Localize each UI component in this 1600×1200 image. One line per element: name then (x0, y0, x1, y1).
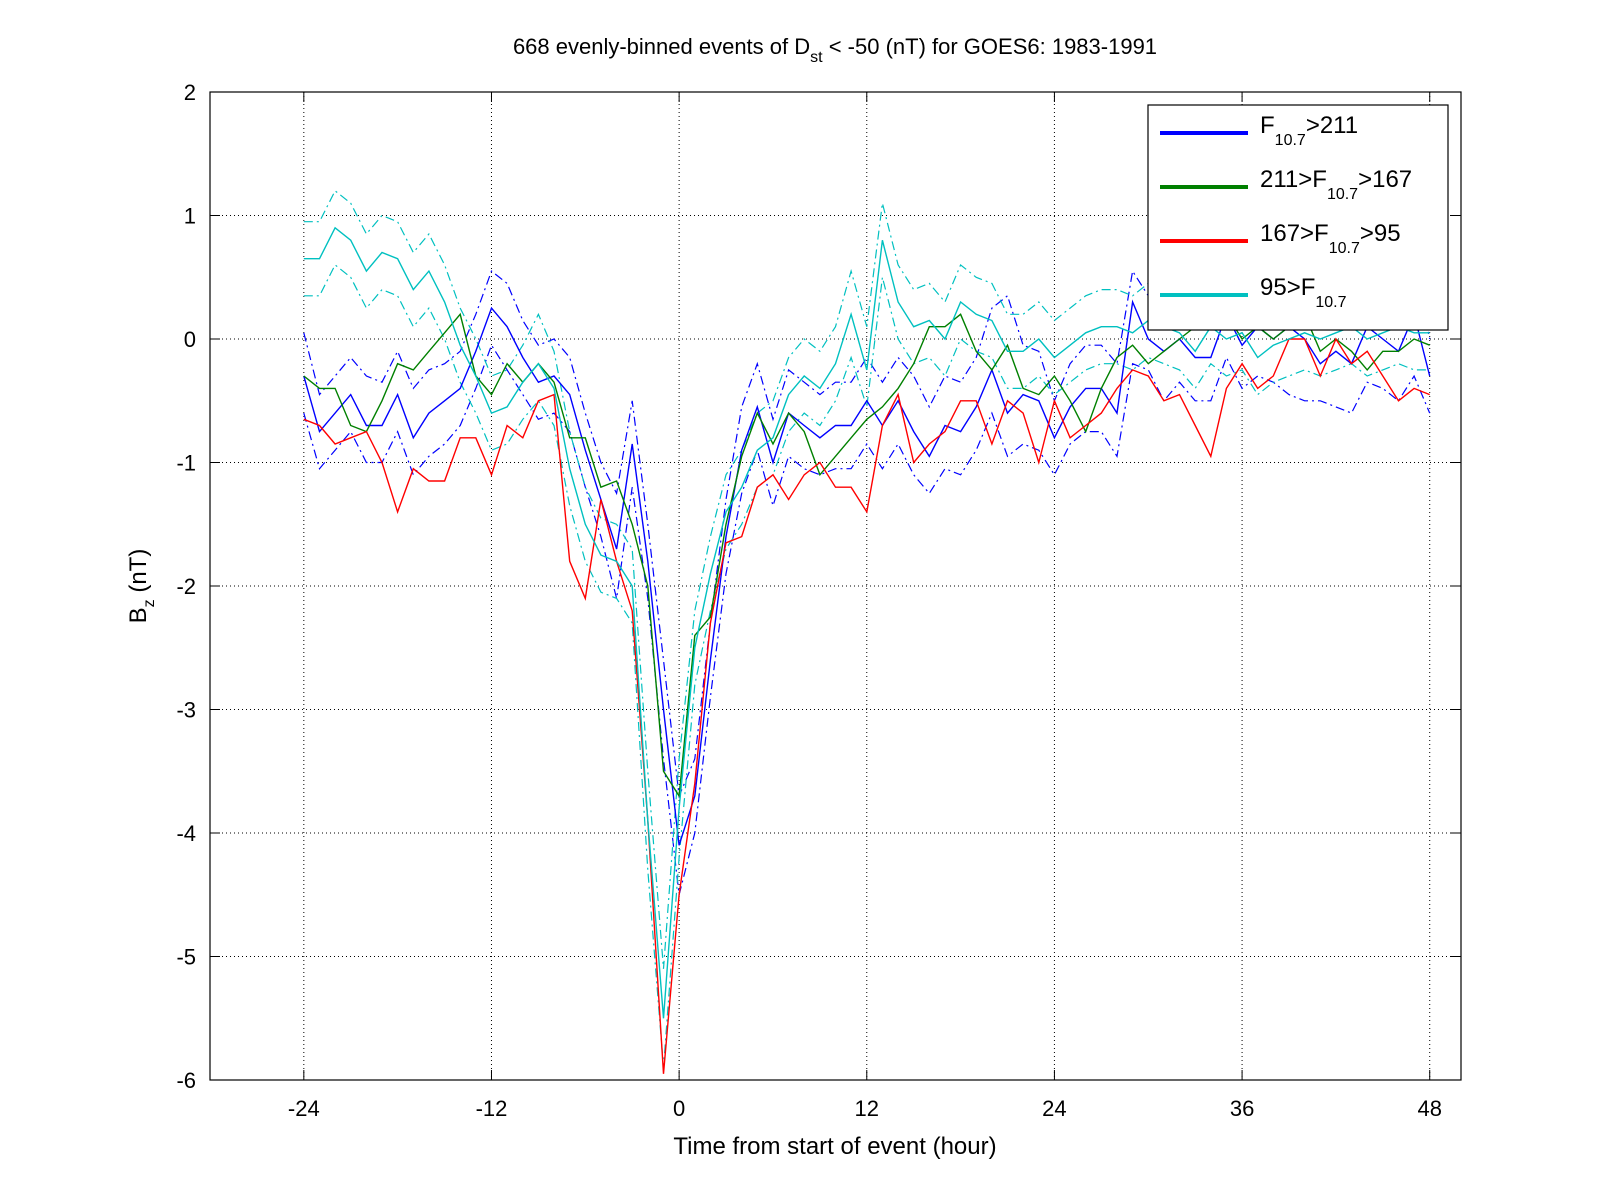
chart-title-suffix: < -50 (nT) for GOES6: 1983-1991 (823, 34, 1157, 59)
series-0-lower-band (303, 343, 1431, 895)
legend-label-prefix: 167>F (1260, 220, 1329, 247)
series-3-line (303, 226, 1430, 1019)
legend-label-subscript: 10.7 (1329, 240, 1360, 257)
y-tick-label: -5 (176, 945, 196, 970)
legend: F10.7>211211>F10.7>167167>F10.7>9595>F10… (1147, 104, 1449, 331)
legend-label-3: 95>F10.7 (1260, 274, 1347, 311)
x-tick-label: -12 (476, 1096, 508, 1121)
y-axis-label: Bz (nT) (125, 549, 158, 624)
x-tick-label: -24 (288, 1096, 320, 1121)
legend-label-suffix: >211 (1306, 112, 1358, 139)
series-3-lower-band (303, 263, 1430, 1068)
legend-label-prefix: 95>F (1260, 274, 1315, 301)
y-tick-label: -3 (176, 698, 196, 723)
y-tick-label: 0 (184, 327, 196, 352)
series-2-line (303, 337, 1430, 1074)
legend-label-0: F10.7>211 (1260, 112, 1358, 149)
x-tick-label: 48 (1417, 1096, 1441, 1121)
x-tick-label: 36 (1230, 1096, 1254, 1121)
tick-labels: -24 -12 0 12 24 36 48 2 1 0 -1 -2 -3 -4 -5 -6 (176, 80, 1442, 1121)
x-tick-label: 0 (673, 1096, 685, 1121)
y-axis-label-suffix: (nT) (125, 549, 152, 600)
x-tick-label: 24 (1042, 1096, 1066, 1121)
legend-box (1147, 104, 1449, 331)
y-tick-label: 2 (184, 80, 196, 105)
legend-label-prefix: 211>F (1260, 166, 1327, 193)
chart-title-subscript: st (810, 49, 823, 66)
legend-label-prefix: F (1260, 112, 1275, 139)
y-axis-label-main: B (125, 607, 152, 623)
legend-label-1: 211>F10.7>167 (1260, 166, 1412, 203)
x-axis-label: Time from start of event (hour) (673, 1133, 996, 1160)
y-tick-label: -4 (176, 821, 196, 846)
legend-label-suffix: >95 (1360, 220, 1401, 247)
legend-label-subscript: 10.7 (1275, 132, 1306, 149)
legend-label-subscript: 10.7 (1327, 186, 1358, 203)
legend-label-suffix: >167 (1358, 166, 1412, 193)
y-tick-label: 1 (184, 204, 196, 229)
y-tick-label: -1 (176, 451, 196, 476)
legend-label-subscript: 10.7 (1315, 294, 1346, 311)
legend-label-2: 167>F10.7>95 (1260, 220, 1401, 257)
y-tick-label: -2 (176, 574, 196, 599)
ticks (210, 91, 1461, 1081)
y-tick-label: -6 (176, 1068, 196, 1093)
x-tick-label: 12 (855, 1096, 879, 1121)
chart-title: 668 evenly-binned events of Dst < -50 (n… (513, 34, 1157, 66)
y-axis-label-subscript: z (141, 599, 158, 607)
chart-title-prefix: 668 evenly-binned events of D (513, 34, 810, 59)
series-0-line (303, 299, 1431, 846)
series-1-line (303, 312, 1430, 799)
